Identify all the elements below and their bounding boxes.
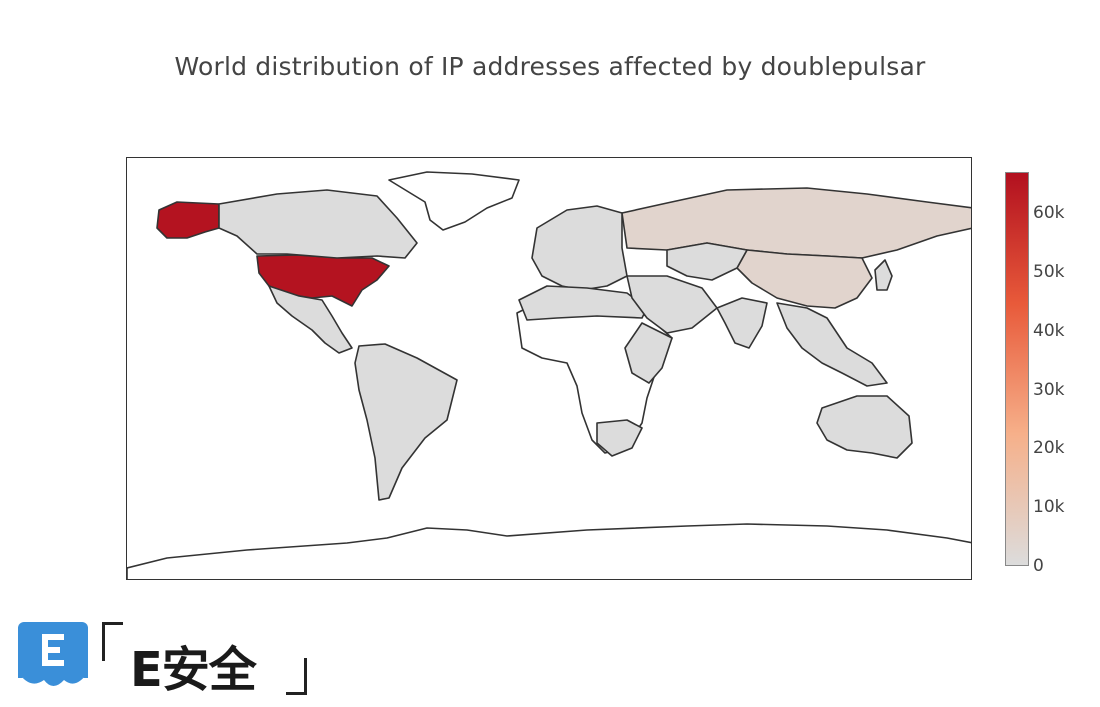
chart-title: World distribution of IP addresses affec…	[174, 52, 926, 81]
region-southeast-asia	[776, 302, 888, 387]
bracket-right	[286, 658, 307, 695]
world-map	[127, 171, 971, 579]
map-frame	[126, 157, 972, 580]
colorbar-tick-label: 60k	[1033, 203, 1065, 224]
colorbar-tick-label: 0	[1033, 556, 1044, 576]
region-central-asia	[666, 242, 748, 281]
bracket-left	[102, 622, 123, 661]
colorbar	[1005, 172, 1029, 566]
region-china	[736, 249, 873, 309]
antarctica-outline	[127, 523, 971, 579]
watermark-text: E安全	[130, 642, 257, 698]
e-badge-icon	[18, 622, 88, 686]
region-australia	[816, 395, 913, 459]
greenland-shape	[388, 171, 520, 231]
colorbar-tick-label: 40k	[1033, 320, 1065, 341]
region-india	[716, 297, 768, 349]
watermark-logo: E安全	[18, 620, 318, 700]
region-alaska	[156, 201, 220, 239]
colorbar-tick-label: 20k	[1033, 438, 1065, 459]
region-east-africa	[624, 322, 673, 384]
region-southern-africa	[596, 419, 643, 457]
colorbar-tick-label: 50k	[1033, 261, 1065, 282]
region-middle-east	[626, 275, 718, 334]
region-south-america	[354, 343, 458, 501]
region-japan	[874, 259, 893, 291]
region-mexico-and-central-america	[268, 285, 353, 354]
region-north-africa	[518, 285, 648, 321]
colorbar-tick-label: 10k	[1033, 497, 1065, 518]
region-canada	[218, 189, 418, 259]
region-europe	[531, 205, 628, 291]
colorbar-tick-label: 30k	[1033, 379, 1065, 400]
region-russia	[621, 187, 971, 259]
